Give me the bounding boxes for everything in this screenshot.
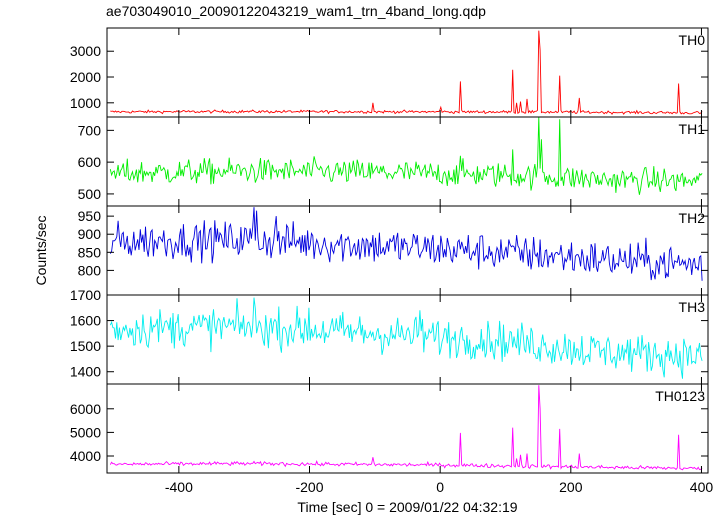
series-line-th2 bbox=[109, 207, 703, 281]
x-tick-label: -400 bbox=[165, 479, 193, 495]
y-tick-label: 500 bbox=[78, 186, 102, 202]
y-tick-label: 600 bbox=[78, 154, 102, 170]
series-line-th1 bbox=[109, 116, 703, 195]
series-line-th0 bbox=[110, 30, 703, 115]
panel-label: TH2 bbox=[679, 210, 706, 226]
y-tick-label: 1500 bbox=[70, 338, 101, 354]
y-axis-label: Counts/sec bbox=[33, 215, 49, 285]
panel-frame-th3 bbox=[106, 294, 709, 385]
panel-label: TH3 bbox=[679, 299, 706, 315]
y-tick-label: 1000 bbox=[70, 95, 101, 111]
y-tick-label: 2000 bbox=[70, 69, 101, 85]
x-tick-label: 200 bbox=[559, 479, 583, 495]
y-tick-label: 1600 bbox=[70, 313, 101, 329]
y-tick-label: 850 bbox=[78, 244, 102, 260]
panel-frame-th1 bbox=[106, 116, 709, 207]
x-axis-label: Time [sec] 0 = 2009/01/22 04:32:19 bbox=[297, 499, 517, 515]
y-tick-label: 900 bbox=[78, 226, 102, 242]
y-tick-label: 6000 bbox=[70, 401, 101, 417]
y-tick-label: 950 bbox=[78, 208, 102, 224]
chart-title: ae703049010_20090122043219_wam1_trn_4ban… bbox=[106, 3, 486, 19]
y-tick-label: 1400 bbox=[70, 364, 101, 380]
series-line-th3 bbox=[109, 297, 703, 379]
panel-label: TH0 bbox=[679, 32, 706, 48]
panel-label: TH0123 bbox=[655, 388, 705, 404]
y-tick-label: 4000 bbox=[70, 448, 101, 464]
x-tick-label: -200 bbox=[295, 479, 323, 495]
panel-label: TH1 bbox=[679, 121, 706, 137]
y-tick-label: 700 bbox=[78, 122, 102, 138]
series-line-th0123 bbox=[109, 385, 703, 471]
panel-frame-th0 bbox=[106, 27, 709, 118]
y-tick-label: 3000 bbox=[70, 43, 101, 59]
y-tick-label: 800 bbox=[78, 262, 102, 278]
y-tick-label: 5000 bbox=[70, 424, 101, 440]
x-tick-label: 400 bbox=[690, 479, 714, 495]
x-tick-label: 0 bbox=[436, 479, 444, 495]
y-tick-label: 1700 bbox=[70, 287, 101, 303]
panel-frame-th0123 bbox=[106, 383, 709, 474]
